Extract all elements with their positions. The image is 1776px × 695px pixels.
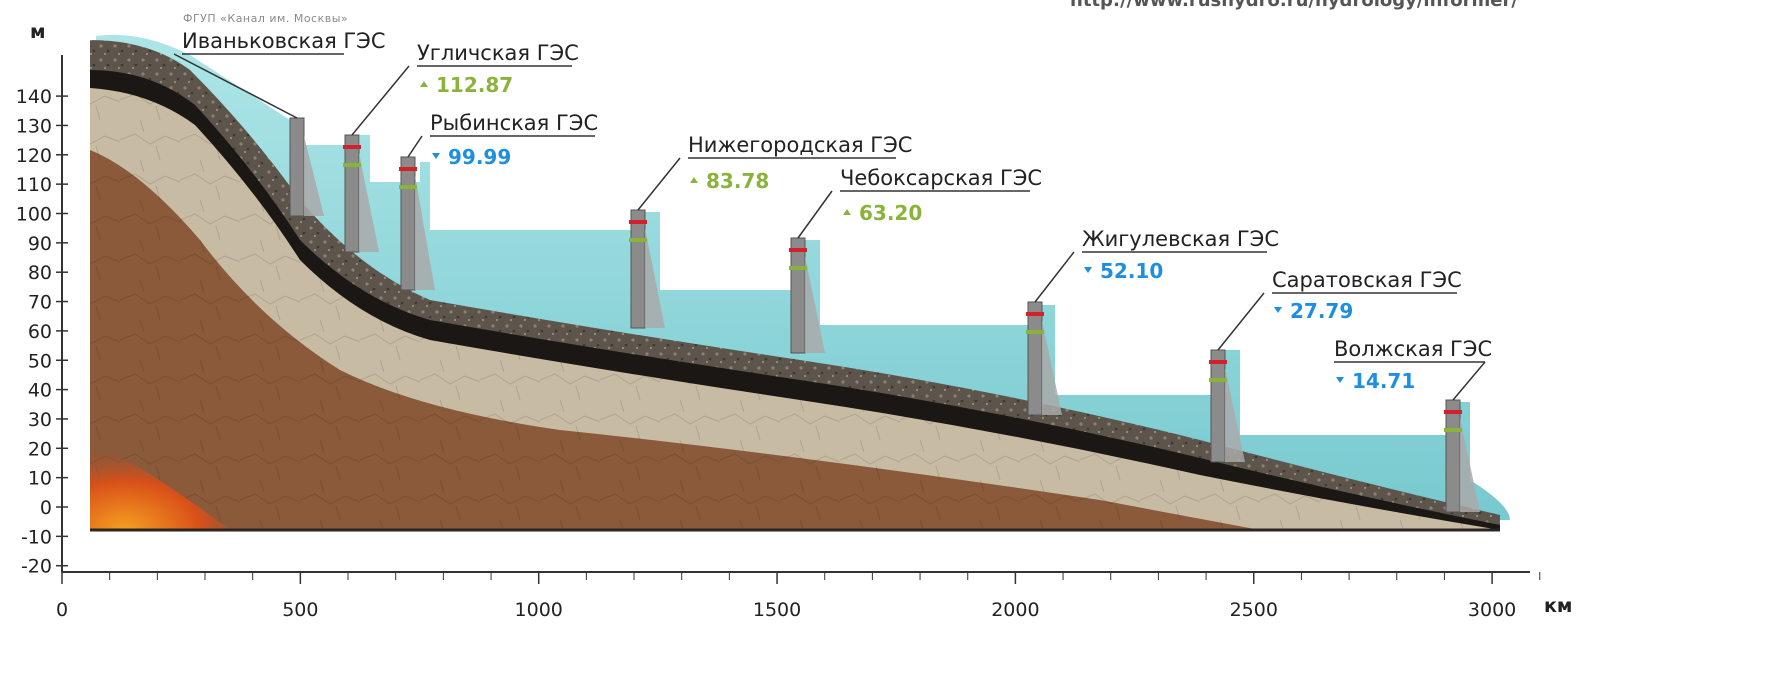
- water-level-value: 52.10: [1100, 259, 1163, 283]
- trend-down-icon: [432, 153, 440, 159]
- dam-tower: [344, 134, 360, 253]
- water-level-value: 99.99: [448, 145, 511, 169]
- dam-spillway: [304, 136, 324, 216]
- dam-name-label: Жигулевская ГЭС: [1082, 227, 1279, 251]
- x-tick-label: 2000: [991, 599, 1039, 621]
- trend-up-icon: [420, 81, 428, 87]
- dam-spillway: [805, 256, 825, 353]
- dam-name-label: Саратовская ГЭС: [1272, 268, 1462, 292]
- dam-leader-line: [637, 157, 681, 211]
- magma-zone: [90, 440, 230, 530]
- dam-mark-red: [789, 248, 807, 252]
- water-level-value: 112.87: [436, 73, 513, 97]
- y-tick-label: 40: [28, 380, 52, 402]
- dam-leader-line: [173, 53, 298, 119]
- dam-leader-line: [407, 135, 423, 158]
- dam-spillway: [359, 153, 379, 252]
- dam-mark-red: [343, 145, 361, 149]
- dam-mark-green: [1209, 378, 1227, 382]
- x-tick-label: 500: [282, 599, 318, 621]
- trend-up-icon: [843, 209, 851, 215]
- dam-spillway: [415, 175, 435, 290]
- dam-spillway: [1042, 320, 1062, 415]
- y-axis-unit: м: [30, 21, 46, 43]
- y-tick-label: -20: [21, 556, 52, 578]
- dam-name-label: Рыбинская ГЭС: [430, 111, 598, 135]
- source-credit: ФГУП «Канал им. Москвы»: [183, 12, 348, 25]
- water-level-value: 27.79: [1290, 299, 1353, 323]
- dam-labels: Иваньковская ГЭС Угличская ГЭС 112.87 Рыбин…: [173, 29, 1492, 401]
- dam-mark-red: [1444, 410, 1462, 414]
- dam-spillway: [645, 228, 665, 328]
- dam-name-label: Чебоксарская ГЭС: [840, 166, 1042, 190]
- y-tick-label: 60: [28, 321, 52, 343]
- y-tick-label: 20: [28, 438, 52, 460]
- dam-leader-line: [351, 65, 410, 136]
- dam-name-label: Нижегородская ГЭС: [688, 133, 912, 157]
- dam-leader-line: [1452, 361, 1486, 401]
- y-tick-label: 30: [28, 409, 52, 431]
- dam-tower: [400, 156, 416, 291]
- y-tick-label: 140: [16, 86, 52, 108]
- dam-tower: [1445, 399, 1461, 513]
- dam-name-label: Иваньковская ГЭС: [182, 29, 386, 53]
- y-tick-label: 90: [28, 233, 52, 255]
- dam-mark-green: [343, 163, 361, 167]
- dam-tower: [790, 237, 806, 354]
- dam-mark-green: [399, 185, 417, 189]
- water-level-value: 63.20: [859, 201, 922, 225]
- dam-leader-line: [1217, 292, 1265, 351]
- dam-mark-red: [1026, 312, 1044, 316]
- y-tick-label: 110: [16, 174, 52, 196]
- dam-tower: [630, 209, 646, 329]
- dam-spillway: [1460, 418, 1480, 512]
- dam-spillway: [1225, 368, 1245, 462]
- dam-leader-line: [797, 190, 833, 239]
- water-level-value: 83.78: [706, 169, 769, 193]
- x-axis-unit: км: [1544, 595, 1572, 617]
- trend-down-icon: [1336, 377, 1344, 383]
- y-tick-label: 0: [40, 497, 52, 519]
- dam-mark-green: [1026, 330, 1044, 334]
- x-tick-label: 0: [56, 599, 68, 621]
- dam-tower: [1210, 349, 1226, 463]
- dam-name-label: Волжская ГЭС: [1334, 337, 1492, 361]
- axes: м км 1401301201101009080706050403020100-…: [16, 21, 1573, 621]
- dam-tower: [1027, 301, 1043, 416]
- dam-mark-red: [629, 220, 647, 224]
- x-tick-label: 2500: [1230, 599, 1278, 621]
- y-tick-label: 70: [28, 292, 52, 314]
- y-tick-label: 100: [16, 204, 52, 226]
- y-tick-label: 80: [28, 262, 52, 284]
- dam-tower: [289, 117, 305, 217]
- dam-mark-green: [1444, 428, 1462, 432]
- y-tick-label: 50: [28, 350, 52, 372]
- source-url: http://www.rushydro.ru/hydrology/informe…: [1070, 0, 1518, 11]
- dam-name-label: Угличская ГЭС: [417, 41, 579, 65]
- y-tick-label: -10: [21, 526, 52, 548]
- water-level-value: 14.71: [1352, 369, 1415, 393]
- y-tick-label: 10: [28, 468, 52, 490]
- dam-mark-green: [789, 266, 807, 270]
- x-tick-label: 1000: [515, 599, 563, 621]
- trend-down-icon: [1274, 307, 1282, 313]
- y-tick-label: 120: [16, 145, 52, 167]
- dam-mark-red: [399, 167, 417, 171]
- x-tick-label: 3000: [1468, 599, 1516, 621]
- x-tick-label: 1500: [753, 599, 801, 621]
- y-tick-label: 130: [16, 115, 52, 137]
- trend-down-icon: [1084, 267, 1092, 273]
- trend-up-icon: [690, 177, 698, 183]
- dam-structures: [289, 117, 1480, 513]
- dam-leader-line: [1034, 251, 1075, 303]
- dam-mark-red: [1209, 360, 1227, 364]
- dam-mark-green: [629, 238, 647, 242]
